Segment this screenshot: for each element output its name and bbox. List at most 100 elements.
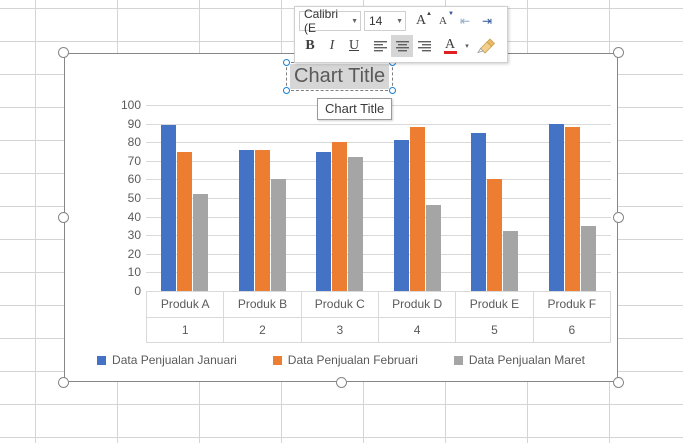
bar[interactable] bbox=[161, 125, 177, 291]
resize-handle-bottom-center[interactable] bbox=[335, 377, 347, 388]
grow-font-button[interactable]: A ▲ bbox=[410, 10, 432, 32]
bar[interactable] bbox=[270, 179, 286, 291]
chevron-down-icon[interactable]: ▼ bbox=[396, 17, 403, 25]
bar[interactable] bbox=[332, 142, 348, 291]
font-color-dropdown-button[interactable]: ▾ bbox=[461, 35, 473, 57]
gridline bbox=[146, 198, 611, 199]
bar[interactable] bbox=[487, 179, 503, 291]
bar[interactable] bbox=[193, 194, 209, 291]
chart-title-tooltip: Chart Title bbox=[317, 98, 393, 120]
y-axis-tick-label: 40 bbox=[127, 209, 141, 224]
chevron-down-icon[interactable]: ▼ bbox=[351, 17, 358, 25]
category-axis-row-primary: Produk A Produk B Produk C Produk D Produk E… bbox=[146, 291, 611, 317]
legend-label: Data Penjualan Maret bbox=[468, 353, 585, 367]
bar[interactable] bbox=[548, 123, 564, 291]
resize-handle-bottom-right[interactable] bbox=[613, 377, 624, 388]
align-left-button[interactable] bbox=[369, 35, 391, 57]
legend-swatch bbox=[272, 355, 282, 365]
title-handle-top-left[interactable] bbox=[283, 59, 290, 66]
underline-icon: U bbox=[348, 38, 360, 53]
legend-item[interactable]: Data Penjualan Maret bbox=[453, 353, 585, 367]
font-color-button[interactable]: A bbox=[439, 35, 461, 57]
format-painter-button[interactable] bbox=[473, 35, 499, 57]
resize-handle-bottom-left[interactable] bbox=[58, 377, 69, 388]
sheet-row-line bbox=[0, 404, 683, 405]
legend-label: Data Penjualan Februari bbox=[287, 353, 418, 367]
legend-swatch bbox=[453, 355, 463, 365]
bar[interactable] bbox=[177, 151, 193, 291]
italic-button[interactable]: I bbox=[321, 35, 343, 57]
bar-series-container bbox=[146, 105, 611, 291]
plot-area[interactable] bbox=[146, 105, 611, 291]
category-group bbox=[301, 105, 379, 291]
grow-font-caret-icon: ▲ bbox=[426, 11, 432, 17]
y-axis-tick-label: 20 bbox=[127, 246, 141, 261]
bar[interactable] bbox=[254, 149, 270, 291]
shrink-font-icon: A bbox=[439, 15, 447, 27]
y-axis-tick-label: 10 bbox=[127, 265, 141, 280]
gridline bbox=[146, 254, 611, 255]
chart-title-container[interactable]: Chart Title bbox=[283, 59, 397, 94]
italic-icon: I bbox=[329, 38, 335, 53]
bar[interactable] bbox=[393, 140, 409, 291]
category-group bbox=[146, 105, 224, 291]
category-group bbox=[379, 105, 457, 291]
y-axis-tick-label: 80 bbox=[127, 135, 141, 150]
bar[interactable] bbox=[348, 157, 364, 291]
bar[interactable] bbox=[409, 127, 425, 291]
chart-title-selection-box[interactable]: Chart Title bbox=[283, 59, 397, 94]
bar[interactable] bbox=[503, 231, 519, 291]
category-group bbox=[456, 105, 534, 291]
align-right-icon bbox=[417, 41, 431, 52]
y-axis-tick-label: 70 bbox=[127, 153, 141, 168]
gridline bbox=[146, 124, 611, 125]
increase-indent-button[interactable]: ⇥ bbox=[476, 10, 498, 32]
bar[interactable] bbox=[580, 225, 596, 291]
bar[interactable] bbox=[425, 205, 441, 291]
category-label-primary: Produk A bbox=[146, 291, 223, 317]
font-size-combo[interactable]: 14 ▼ bbox=[364, 11, 406, 31]
title-handle-bottom-left[interactable] bbox=[283, 87, 290, 94]
chart-title-text[interactable]: Chart Title bbox=[290, 64, 390, 89]
chart-object[interactable]: Chart Title 100 90 80 70 60 50 40 30 20 10 0 Produ… bbox=[58, 47, 624, 388]
underline-button[interactable]: U bbox=[343, 35, 365, 57]
category-label-secondary: 1 bbox=[146, 317, 223, 343]
mini-toolbar[interactable]: Calibri (E ▼ 14 ▼ A ▲ A ▼ ⇤ ⇥ B I U bbox=[294, 6, 508, 63]
legend-swatch bbox=[97, 355, 107, 365]
category-label-primary: Produk D bbox=[377, 291, 455, 317]
shrink-font-button[interactable]: A ▼ bbox=[432, 10, 454, 32]
resize-handle-top-left[interactable] bbox=[58, 47, 69, 58]
gridline bbox=[146, 142, 611, 143]
category-label-secondary: 6 bbox=[532, 317, 611, 343]
resize-handle-middle-left[interactable] bbox=[58, 212, 69, 223]
bar[interactable] bbox=[471, 132, 487, 291]
bar[interactable] bbox=[316, 151, 332, 291]
resize-handle-top-right[interactable] bbox=[613, 47, 624, 58]
y-axis-tick-label: 30 bbox=[127, 228, 141, 243]
shrink-font-caret-icon: ▼ bbox=[448, 11, 454, 17]
resize-handle-middle-right[interactable] bbox=[613, 212, 624, 223]
bar[interactable] bbox=[564, 127, 580, 291]
y-axis[interactable]: 100 90 80 70 60 50 40 30 20 10 0 bbox=[105, 98, 141, 298]
title-handle-bottom-right[interactable] bbox=[389, 87, 397, 94]
legend-item[interactable]: Data Penjualan Januari bbox=[97, 353, 237, 367]
gridline bbox=[146, 272, 611, 273]
font-name-combo[interactable]: Calibri (E ▼ bbox=[299, 7, 361, 35]
legend-item[interactable]: Data Penjualan Februari bbox=[272, 353, 418, 367]
bar[interactable] bbox=[238, 149, 254, 291]
sheet-column-line bbox=[35, 0, 36, 443]
font-name-value: Calibri (E bbox=[304, 7, 339, 35]
format-painter-icon bbox=[476, 38, 495, 54]
bold-icon: B bbox=[305, 38, 315, 53]
category-axis[interactable]: Produk A Produk B Produk C Produk D Produk E… bbox=[146, 291, 611, 343]
gridline bbox=[146, 161, 611, 162]
category-label-secondary: 5 bbox=[455, 317, 532, 343]
y-axis-tick-label: 50 bbox=[127, 191, 141, 205]
align-right-button[interactable] bbox=[413, 35, 435, 57]
gridline bbox=[146, 235, 611, 236]
decrease-indent-button[interactable]: ⇤ bbox=[454, 10, 476, 32]
bold-button[interactable]: B bbox=[299, 35, 321, 57]
align-center-button[interactable] bbox=[391, 35, 413, 57]
chart-legend[interactable]: Data Penjualan Januari Data Penjualan Feb… bbox=[64, 353, 618, 367]
